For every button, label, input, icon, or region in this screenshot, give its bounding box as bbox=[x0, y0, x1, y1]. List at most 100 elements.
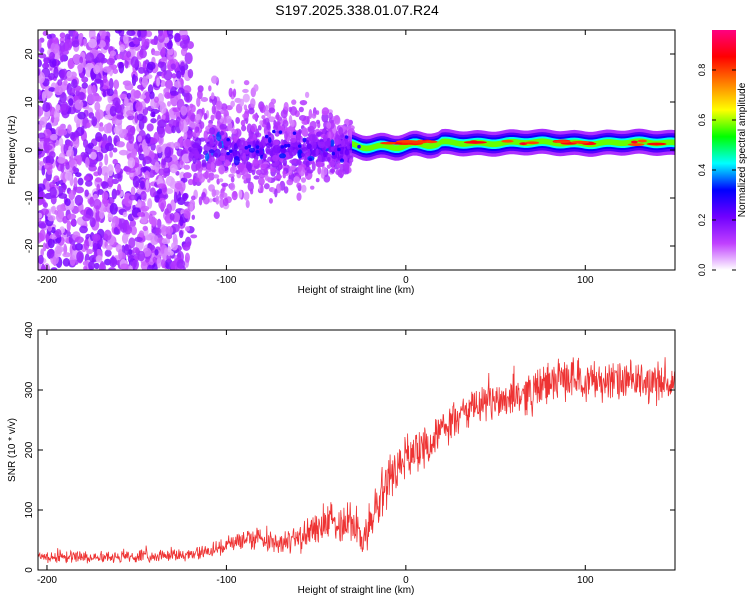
spectrogram-blob bbox=[132, 247, 140, 254]
spectrogram-blob bbox=[302, 137, 307, 143]
spectrogram-blob bbox=[91, 84, 97, 95]
spectrogram-blob bbox=[344, 149, 350, 156]
spectrogram-blob bbox=[150, 38, 158, 45]
spectrogram-blob bbox=[242, 93, 250, 103]
spectrogram-blob bbox=[52, 37, 59, 44]
spectrogram-blob bbox=[258, 142, 263, 148]
spectrogram-blob bbox=[115, 189, 121, 196]
spectrogram-blob bbox=[196, 97, 201, 107]
spectrogram-blob bbox=[229, 182, 236, 191]
snr-x-tick-label: -100 bbox=[216, 575, 236, 586]
spectrogram-blob bbox=[230, 100, 235, 108]
spectrogram-plot-area bbox=[38, 30, 675, 270]
spectrogram-blob bbox=[166, 40, 173, 50]
spectrogram-blob bbox=[268, 198, 273, 204]
spectrogram-blob bbox=[183, 164, 191, 170]
spectrogram-blob bbox=[62, 258, 71, 267]
spectrogram-blob bbox=[267, 156, 273, 162]
spectrogram-blob bbox=[152, 50, 162, 56]
spectrogram-blob bbox=[171, 241, 178, 251]
spectrogram-blob bbox=[50, 114, 55, 124]
spectrogram-blob bbox=[99, 260, 105, 270]
spectrogram-x-label: Height of straight line (km) bbox=[298, 285, 415, 296]
spectrogram-blob bbox=[179, 35, 189, 40]
spectrogram-blob bbox=[154, 161, 160, 173]
spectrogram-blob bbox=[54, 210, 58, 215]
spectrogram-blob bbox=[165, 111, 170, 122]
spectrogram-x-tick-label: -200 bbox=[37, 275, 57, 286]
spectrogram-blob bbox=[80, 125, 85, 135]
spectrogram-blob bbox=[92, 242, 98, 251]
spectrogram-blob bbox=[66, 70, 73, 79]
spectrogram-dot bbox=[286, 143, 291, 148]
spectrogram-blob bbox=[282, 170, 287, 175]
spectrogram-blob bbox=[168, 118, 177, 128]
spectrogram-y-tick-label: 10 bbox=[24, 96, 35, 108]
spectrogram-blob bbox=[95, 255, 103, 263]
spectrogram-blob bbox=[118, 61, 125, 74]
spectrogram-blob bbox=[139, 94, 147, 100]
spectrogram-blob bbox=[150, 111, 156, 118]
spectrogram-blob bbox=[92, 193, 99, 201]
spectrogram-blob bbox=[317, 141, 326, 149]
spectrogram-peak bbox=[525, 141, 540, 145]
spectrogram-blob bbox=[54, 86, 63, 96]
spectrogram-blob bbox=[67, 59, 74, 70]
spectrogram-dot bbox=[247, 144, 252, 149]
spectrogram-blob bbox=[218, 141, 223, 149]
spectrogram-blob bbox=[170, 260, 178, 270]
spectrogram-blob bbox=[38, 183, 46, 192]
spectrogram-blob bbox=[231, 190, 238, 201]
spectrogram-blob bbox=[169, 90, 179, 96]
spectrogram-blob bbox=[62, 184, 67, 191]
spectrogram-blob bbox=[67, 213, 77, 220]
spectrogram-blob bbox=[232, 88, 237, 98]
spectrogram-blob bbox=[201, 162, 206, 168]
spectrogram-blob bbox=[288, 167, 293, 176]
spectrogram-blob bbox=[224, 159, 230, 167]
spectrogram-blob bbox=[88, 38, 98, 49]
spectrogram-blob bbox=[202, 171, 211, 179]
spectrogram-blob bbox=[62, 215, 68, 224]
spectrogram-blob bbox=[228, 87, 233, 98]
spectrogram-blob bbox=[170, 63, 176, 70]
spectrogram-blob bbox=[188, 151, 194, 162]
spectrogram-blob bbox=[176, 259, 186, 269]
spectrogram-blob bbox=[59, 70, 65, 81]
spectrogram-blob bbox=[142, 247, 152, 257]
spectrogram-blob bbox=[197, 154, 205, 160]
spectrogram-blob bbox=[242, 152, 247, 161]
spectrogram-blob bbox=[86, 122, 91, 129]
spectrogram-blob bbox=[245, 199, 250, 209]
spectrogram-blob bbox=[40, 208, 49, 216]
spectrogram-blob bbox=[47, 226, 53, 232]
spectrogram-blob bbox=[60, 101, 69, 114]
spectrogram-blob bbox=[230, 176, 235, 183]
spectrogram-blob bbox=[326, 164, 331, 169]
spectrogram-blob bbox=[163, 155, 173, 163]
spectrogram-blob bbox=[106, 58, 116, 66]
spectrogram-blob bbox=[306, 148, 311, 157]
spectrogram-blob bbox=[163, 69, 173, 81]
spectrogram-blob bbox=[74, 99, 84, 110]
spectrogram-blob bbox=[134, 75, 139, 82]
spectrogram-blob bbox=[84, 175, 90, 181]
spectrogram-blob bbox=[199, 121, 205, 129]
spectrogram-blob bbox=[258, 177, 265, 186]
spectrogram-blob bbox=[143, 91, 151, 104]
spectrogram-blob bbox=[324, 140, 331, 147]
spectrogram-blob bbox=[169, 154, 178, 167]
spectrogram-blob bbox=[74, 194, 84, 206]
spectrogram-blob bbox=[276, 124, 283, 132]
spectrogram-peak bbox=[405, 140, 428, 144]
spectrogram-blob bbox=[300, 152, 305, 157]
spectrogram-blob bbox=[172, 233, 178, 244]
spectrogram-blob bbox=[102, 66, 112, 73]
snr-y-label: SNR (10 * v/v) bbox=[7, 418, 18, 482]
spectrogram-blob bbox=[114, 163, 121, 174]
spectrogram-blob bbox=[207, 122, 213, 128]
spectrogram-blob bbox=[134, 236, 143, 242]
spectrogram-blob bbox=[81, 82, 88, 89]
spectrogram-blob bbox=[90, 151, 97, 160]
